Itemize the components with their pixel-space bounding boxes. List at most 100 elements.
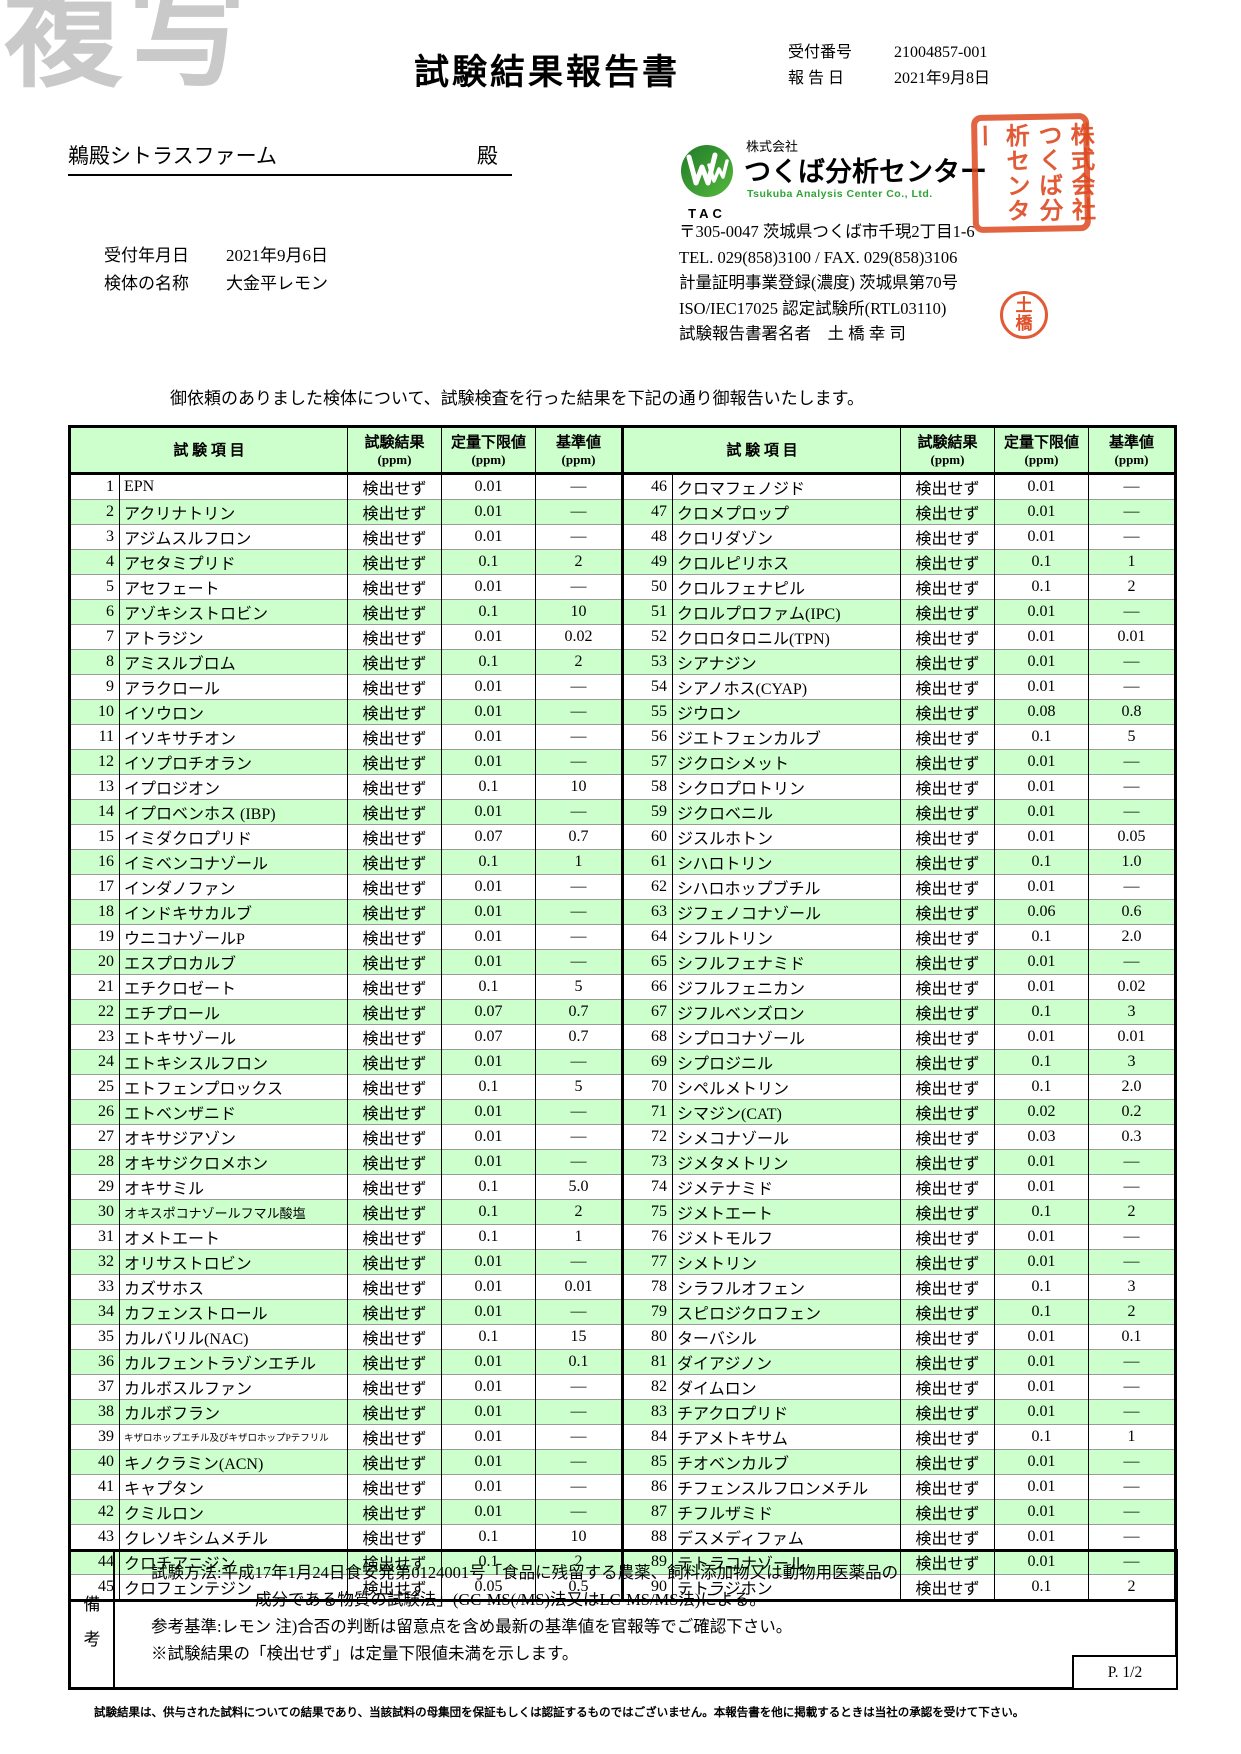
item-name: EPN	[119, 473, 348, 500]
standard-cell: 2	[1088, 1199, 1176, 1225]
standard-cell: 0.7	[535, 1024, 623, 1050]
item-no: 46	[621, 473, 673, 500]
limit-cell: 0.01	[994, 599, 1089, 625]
result-cell: 検出せず	[900, 749, 995, 775]
item-name: ジメトモルフ	[672, 1224, 901, 1250]
sample-name-label: 検体の名称	[104, 274, 189, 293]
item-name: アジムスルフロン	[119, 524, 348, 550]
item-no: 20	[69, 949, 120, 975]
table-row: 17 インダノファン 検出せず 0.01—62 シハロホップブチル 検出せず 0.01—	[69, 874, 1176, 900]
table-row: 12 イソプロチオラン 検出せず 0.01—57 ジクロシメット 検出せず 0.01—	[69, 749, 1176, 775]
standard-cell: —	[1088, 749, 1176, 775]
limit-cell: 0.01	[994, 799, 1089, 825]
item-no: 40	[69, 1449, 120, 1475]
item-no: 75	[621, 1199, 673, 1225]
item-no: 65	[621, 949, 673, 975]
result-cell: 検出せず	[347, 1024, 442, 1050]
standard-cell: 1	[1088, 549, 1176, 575]
results-table-body: 1 EPN 検出せず 0.01—46 クロマフェノジド 検出せず 0.01—2 アクリナトリン…	[69, 473, 1176, 1601]
limit-cell: 0.1	[441, 1224, 536, 1250]
standard-cell: —	[535, 724, 623, 750]
item-no: 17	[69, 874, 120, 900]
item-name: インドキサカルブ	[119, 899, 348, 925]
table-row: 18 インドキサカルブ 検出せず 0.01—63 ジフェノコナゾール 検出せず 0.06 0.…	[69, 899, 1176, 925]
item-name: イミダクロプリド	[119, 824, 348, 850]
standard-cell: 0.7	[535, 999, 623, 1025]
standard-cell: —	[535, 1049, 623, 1075]
limit-cell: 0.01	[994, 1399, 1089, 1425]
standard-cell: —	[535, 499, 623, 525]
result-cell: 検出せず	[347, 499, 442, 525]
signer-line: 試験報告書署名者 土 橋 幸 司	[679, 321, 975, 347]
result-cell: 検出せず	[347, 899, 442, 925]
remarks-box: 備 考 試験方法:平成17年1月24日食安発第0124001号「食品に残留する農…	[68, 1549, 1178, 1690]
table-row: 37 カルボスルファン 検出せず 0.01—82 ダイムロン 検出せず 0.01—	[69, 1374, 1176, 1400]
method-line-1: 試験方法:平成17年1月24日食安発第0124001号「食品に残留する農薬、飼料…	[151, 1563, 899, 1582]
item-name: エチプロール	[119, 999, 348, 1025]
item-name: エチクロゼート	[119, 974, 348, 1000]
item-name: ジメトエート	[672, 1199, 901, 1225]
item-no: 47	[621, 499, 673, 525]
company-registration: 計量証明事業登録(濃度) 茨城県第70号	[679, 273, 959, 292]
item-name: アトラジン	[119, 624, 348, 650]
item-no: 30	[69, 1199, 120, 1225]
tac-acronym: TAC	[688, 206, 726, 221]
result-cell: 検出せず	[347, 1499, 442, 1525]
item-name: エトフェンプロックス	[119, 1074, 348, 1100]
standard-cell: 0.05	[1088, 824, 1176, 850]
limit-cell: 0.1	[994, 924, 1089, 950]
limit-cell: 0.1	[441, 599, 536, 625]
result-cell: 検出せず	[900, 1474, 995, 1500]
item-no: 73	[621, 1149, 673, 1175]
limit-cell: 0.01	[441, 674, 536, 700]
item-name: シアナジン	[672, 649, 901, 675]
limit-cell: 0.01	[994, 1149, 1089, 1175]
item-no: 10	[69, 699, 120, 725]
result-cell: 検出せず	[347, 674, 442, 700]
item-name: チオベンカルブ	[672, 1449, 901, 1475]
standard-cell: —	[535, 699, 623, 725]
limit-cell: 0.01	[441, 1499, 536, 1525]
item-name: カルバリル(NAC)	[119, 1324, 348, 1350]
item-no: 61	[621, 849, 673, 875]
standard-cell: —	[1088, 1524, 1176, 1550]
result-cell: 検出せず	[900, 1274, 995, 1300]
standard-cell: —	[535, 874, 623, 900]
limit-cell: 0.01	[441, 1449, 536, 1475]
item-name: カルボフラン	[119, 1399, 348, 1425]
item-name: クロフェンテジン	[119, 1574, 348, 1601]
limit-cell: 0.01	[441, 949, 536, 975]
standard-cell: 3	[1088, 999, 1176, 1025]
item-no: 86	[621, 1474, 673, 1500]
item-no: 19	[69, 924, 120, 950]
item-no: 80	[621, 1324, 673, 1350]
item-name: イソウロン	[119, 699, 348, 725]
table-row: 4 アセタミプリド 検出せず 0.1 2 49 クロルピリホス 検出せず 0.1 1	[69, 549, 1176, 575]
table-row: 32 オリサストロビン 検出せず 0.01—77 シメトリン 検出せず 0.01—	[69, 1249, 1176, 1275]
result-cell: 検出せず	[900, 624, 995, 650]
limit-cell: 0.1	[441, 1074, 536, 1100]
table-row: 31 オメトエート 検出せず 0.1 1 76 ジメトモルフ 検出せず 0.01—	[69, 1224, 1176, 1250]
item-name: クロメプロップ	[672, 499, 901, 525]
table-row: 41 キャプタン 検出せず 0.01—86 チフェンスルフロンメチル 検出せず 0.01—	[69, 1474, 1176, 1500]
result-cell: 検出せず	[347, 774, 442, 800]
item-no: 48	[621, 524, 673, 550]
item-name: シプロコナゾール	[672, 1024, 901, 1050]
standard-cell: —	[1088, 499, 1176, 525]
result-cell: 検出せず	[347, 1524, 442, 1550]
limit-cell: 0.1	[441, 1324, 536, 1350]
limit-cell: 0.01	[994, 624, 1089, 650]
signer-label: 試験報告書署名者	[679, 324, 811, 343]
item-name: イソプロチオラン	[119, 749, 348, 775]
limit-cell: 0.01	[441, 924, 536, 950]
item-name: アクリナトリン	[119, 499, 348, 525]
standard-cell: 1	[535, 1224, 623, 1250]
standard-cell: —	[1088, 599, 1176, 625]
item-no: 79	[621, 1299, 673, 1325]
limit-cell: 0.1	[994, 724, 1089, 750]
item-name: オキスポコナゾールフマル酸塩	[119, 1199, 348, 1225]
item-name: ターバシル	[672, 1324, 901, 1350]
limit-cell: 0.01	[441, 1099, 536, 1125]
result-cell: 検出せず	[900, 674, 995, 700]
remarks-label: 備 考	[71, 1552, 115, 1687]
